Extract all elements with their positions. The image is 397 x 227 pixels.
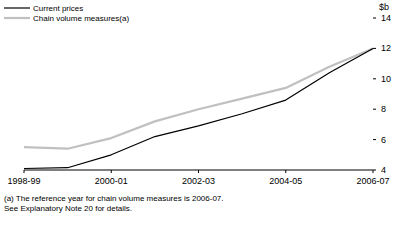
y-tick [373,170,376,171]
y-tick [373,78,376,79]
x-tick-label: 2006-07 [356,176,389,186]
legend-label: Current prices [33,4,83,13]
x-tick [285,170,286,173]
y-tick [373,109,376,110]
footnote: (a) The reference year for chain volume … [4,194,224,203]
series-line [24,48,373,168]
footnote: See Explanatory Note 20 for details. [4,204,132,213]
x-tick [198,170,199,173]
y-axis [373,18,374,170]
chart: 1998-99 2000-01 2002-03 2004-05 2006-074 6 8 10… [0,0,397,227]
y-tick [373,139,376,140]
plot-area [24,48,373,168]
y-tick-label: 12 [381,43,391,53]
x-tick-label: 2004-05 [269,176,302,186]
legend-label: Chain volume measures(a) [33,14,129,23]
x-tick [24,170,25,173]
legend-swatch [4,7,30,8]
y-tick-label: 8 [381,104,386,114]
y-tick-label: 14 [381,13,391,23]
x-tick-label: 2000-01 [95,176,128,186]
x-tick [111,170,112,173]
y-tick-label: 4 [381,165,386,175]
x-tick-label: 2002-03 [182,176,215,186]
series-line [24,48,373,148]
x-tick-label: 1998-99 [7,176,40,186]
y-tick-label: 6 [381,135,386,145]
y-tick [373,18,376,19]
legend-swatch [4,17,30,19]
y-axis-label: $b [379,2,389,12]
y-tick [373,48,376,49]
y-tick-label: 10 [381,74,391,84]
